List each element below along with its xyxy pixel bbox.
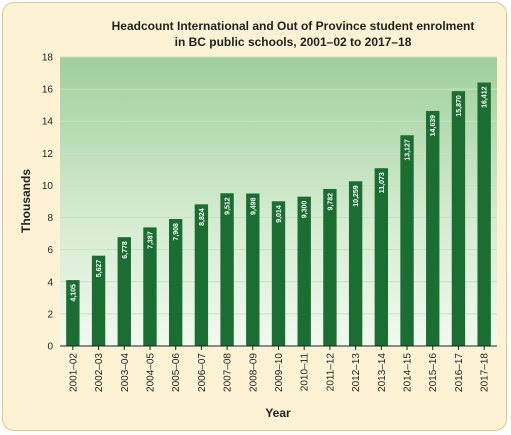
bar-data-label: 11,073	[379, 172, 386, 193]
bar-data-label: 9,782	[327, 193, 334, 211]
bar-data-label: 7,908	[173, 223, 180, 241]
bar-data-label: 9,512	[225, 197, 232, 215]
bar-data-label: 4,105	[70, 284, 77, 302]
x-axis-title: Year	[265, 406, 291, 420]
bar-data-label: 7,387	[147, 231, 154, 249]
bar	[91, 255, 106, 346]
y-tick-label: 16	[42, 85, 54, 96]
bar-data-label: 9,014	[276, 205, 283, 223]
x-tick-label: 2006–07	[197, 353, 208, 392]
x-tick-label: 2004–05	[145, 353, 156, 392]
bar-data-label: 16,412	[482, 86, 489, 108]
bar-data-label: 14,639	[430, 115, 437, 137]
bar	[374, 168, 389, 346]
bar	[426, 110, 440, 346]
y-tick-label: 8	[47, 213, 53, 224]
x-tick-label: 2014–15	[403, 353, 414, 392]
y-tick-label: 18	[42, 53, 54, 64]
x-tick-label: 2016–17	[454, 353, 465, 392]
x-tick-label: 2001–02	[68, 353, 79, 392]
x-tick-label: 2002–03	[94, 353, 105, 392]
bar-data-label: 10,259	[353, 185, 360, 207]
bars	[66, 82, 491, 347]
x-tick-label: 2007–08	[223, 353, 234, 392]
bar	[323, 188, 337, 346]
bar-data-label: 9,300	[302, 201, 309, 219]
y-tick-label: 4	[47, 277, 53, 288]
x-tick-label: 2017–18	[480, 353, 491, 392]
y-tick-label: 2	[47, 309, 53, 320]
bar	[297, 196, 311, 346]
x-tick-label: 2003–04	[120, 353, 131, 392]
x-tick-label: 2009–10	[274, 353, 285, 392]
bar-data-label: 15,870	[456, 95, 463, 117]
bar	[400, 135, 414, 346]
bar	[168, 219, 183, 346]
y-axis-title: Thousands	[19, 169, 33, 233]
bar	[348, 181, 363, 346]
x-tick-label: 2012–13	[351, 353, 362, 392]
y-tick-label: 6	[47, 245, 53, 256]
chart-title-line-2: in BC public schools, 2001–02 to 2017–18	[175, 35, 412, 49]
x-tick-label: 2011–12	[325, 353, 336, 392]
bar-data-label: 9,498	[250, 197, 257, 215]
x-tick-label: 2008–09	[248, 353, 259, 392]
x-tick-label: 2010–11	[300, 353, 311, 392]
y-axis-ticks: 0 2 4 6 8 10 12 14 16 18	[42, 53, 54, 353]
bar-data-label: 5,627	[96, 260, 103, 278]
bar	[66, 280, 80, 346]
y-tick-label: 14	[42, 117, 54, 128]
bar	[271, 201, 286, 346]
bar-data-label: 6,778	[122, 241, 129, 259]
y-tick-label: 10	[42, 181, 54, 192]
y-tick-label: 0	[47, 342, 53, 353]
bar	[451, 91, 466, 346]
bar	[220, 193, 234, 346]
bar	[194, 204, 209, 346]
chart-title-line-1: Headcount International and Out of Provi…	[112, 19, 475, 33]
bar	[246, 193, 260, 346]
bar	[477, 82, 491, 347]
bar-data-labels: 4,105 5,627 6,778 7,387 7,908 8,824 9,512 9,498…	[70, 86, 488, 301]
bar	[143, 227, 157, 346]
x-tick-label: 2013–14	[377, 353, 388, 392]
bar-data-label: 8,824	[199, 208, 206, 226]
bar	[117, 237, 131, 346]
x-axis-ticks: 2001–02 2002–03 2003–04 2004–05 2005–06 2006–…	[68, 346, 491, 392]
bar-data-label: 13,127	[405, 139, 412, 161]
x-tick-label: 2005–06	[171, 353, 182, 392]
x-tick-label: 2015–16	[428, 353, 439, 392]
y-tick-label: 12	[42, 149, 54, 160]
